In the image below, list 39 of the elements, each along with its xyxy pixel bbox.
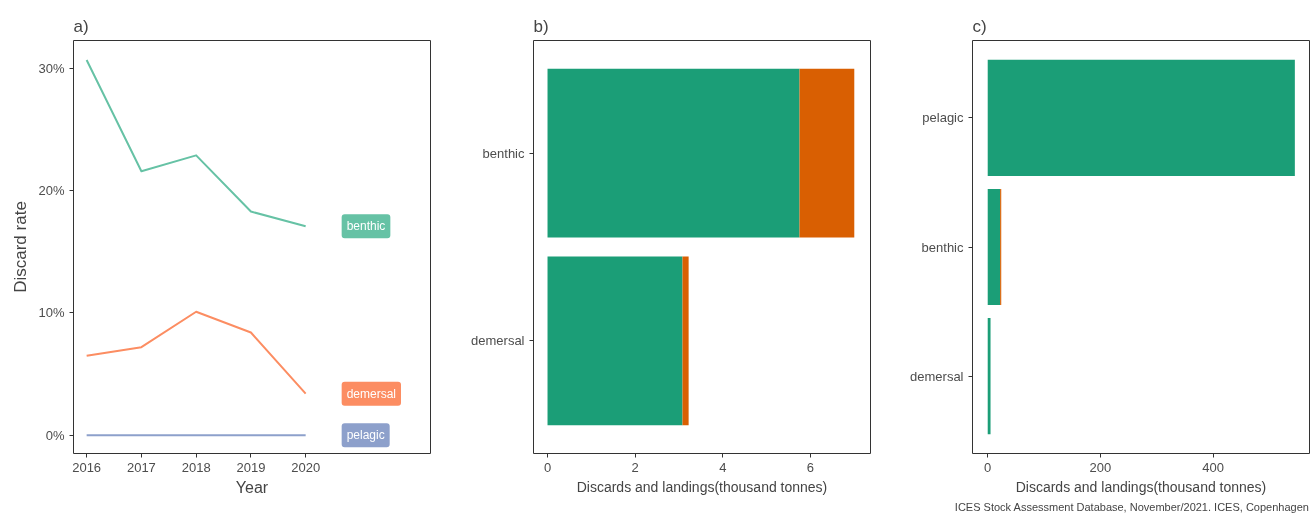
bar <box>799 68 855 238</box>
text: ICES Stock Assessment Database, November/2021. ICES, Copenhagen <box>954 500 1309 513</box>
bar <box>987 317 991 435</box>
text: demersal <box>346 386 397 401</box>
y-axis-title: Discard rate <box>11 201 31 293</box>
y-tick-label: 0% <box>45 427 65 443</box>
line-series <box>85 59 307 228</box>
x-tick-label: 2016 <box>72 459 102 475</box>
text: pelagic <box>346 428 385 443</box>
bar <box>547 256 683 426</box>
x-tick-label: 2018 <box>181 459 211 475</box>
x-tick-label: 0 <box>543 459 552 475</box>
x-tick-label: 2017 <box>126 459 156 475</box>
x-tick-label: 2020 <box>291 459 321 475</box>
bar <box>987 59 1295 177</box>
x-tick-label: 6 <box>806 459 815 475</box>
y-tick-label: demersal <box>910 368 964 384</box>
x-tick-label: 2019 <box>236 459 266 475</box>
x-axis-title: Year <box>235 478 269 496</box>
bar <box>682 256 689 426</box>
chart-title: b) <box>533 16 549 36</box>
x-tick-label: 200 <box>1089 459 1112 475</box>
bar <box>987 188 1001 306</box>
text: benthic <box>346 219 386 234</box>
y-tick-label: 30% <box>38 61 65 77</box>
x-axis-title: Discards and landings(thousand tonnes) <box>1015 478 1267 495</box>
line-series <box>85 310 307 395</box>
x-tick-label: 0 <box>984 459 992 475</box>
x-tick-label: 4 <box>719 459 727 475</box>
chart-title: c) <box>972 16 987 36</box>
y-tick-label: pelagic <box>922 110 964 126</box>
chart-title: a) <box>73 16 89 36</box>
y-tick-label: benthic <box>921 239 964 255</box>
y-tick-label: 10% <box>38 305 65 321</box>
x-tick-label: 400 <box>1202 459 1224 475</box>
x-tick-label: 2 <box>631 459 639 475</box>
y-tick-label: 20% <box>38 183 65 199</box>
bar <box>547 68 800 238</box>
x-axis-title: Discards and landings(thousand tonnes) <box>576 478 828 495</box>
